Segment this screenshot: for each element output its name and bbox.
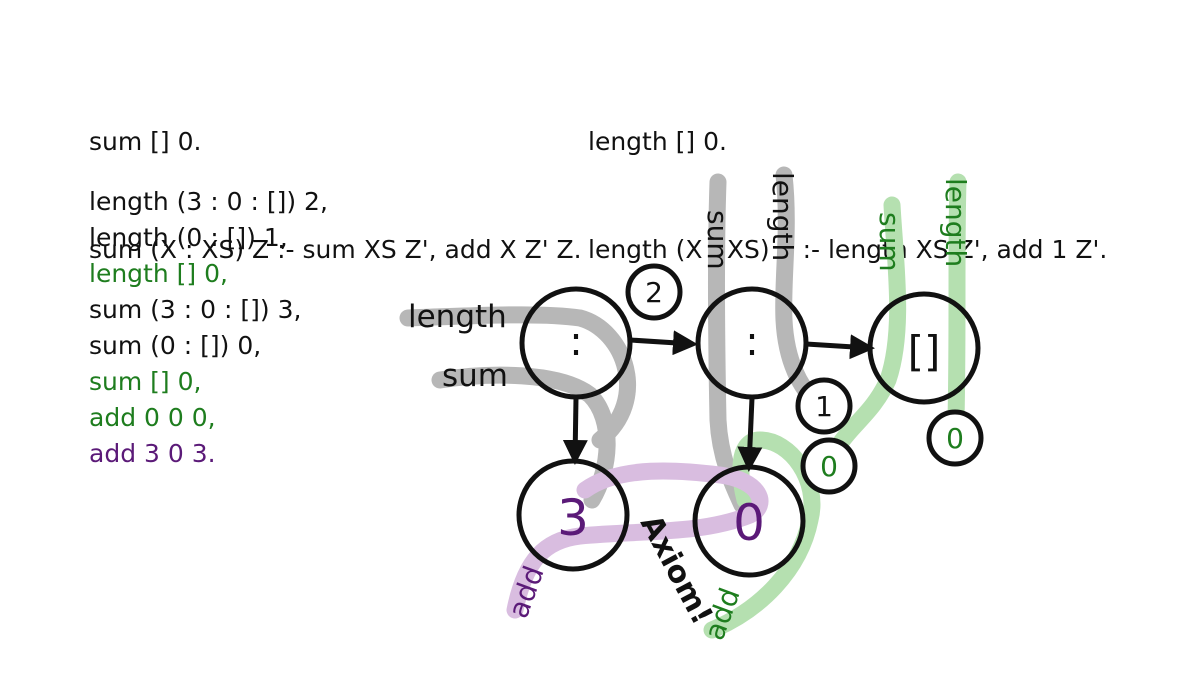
arrow-cons1-to-head1: [562, 397, 588, 465]
length-inner-strand: [775, 166, 829, 414]
arrow-cons2-to-head2: [737, 397, 763, 472]
arrow-cons1-to-cons2: [629, 330, 698, 356]
derived-facts-list: length (3 : 0 : []) 2, length (0 : []) 1…: [89, 184, 328, 472]
sum-rules: sum [] 0. sum (X : XS) Z :- sum XS Z', a…: [89, 52, 582, 304]
cons-node-1-label: :: [569, 319, 582, 365]
head-node-0-label: 0: [733, 494, 765, 552]
head-node-3-label: 3: [557, 489, 589, 547]
fact-item: add 0 0 0,: [89, 403, 216, 432]
head-node-0: [692, 464, 806, 578]
badge-length-inner: [795, 377, 853, 435]
sum-nil-strand: [821, 196, 907, 474]
fact-item: length (3 : 0 : []) 2,: [89, 187, 328, 216]
length-rule-base: length [] 0.: [588, 127, 727, 156]
length-outer-label: length: [408, 299, 507, 335]
fact-item: sum [] 0,: [89, 367, 202, 396]
length-inner-label: length: [766, 172, 799, 261]
fact-item: sum (0 : []) 0,: [89, 331, 262, 360]
cons-node-2: [695, 286, 809, 400]
badge-sum-inner-label: 0: [820, 450, 838, 483]
sum-inner-label: sum: [701, 210, 734, 270]
add-purple-strand: [506, 462, 769, 619]
sum-rule-step: sum (X : XS) Z :- sum XS Z', add X Z' Z.: [89, 235, 582, 264]
fact-item: length (0 : []) 1,: [89, 223, 288, 252]
sum-nil-label: sum: [873, 212, 906, 272]
cons-node-2-label: :: [745, 319, 758, 365]
add-purple-label: add: [502, 562, 551, 623]
length-nil-strand: [947, 173, 967, 429]
fact-item: length [] 0,: [89, 259, 228, 288]
badge-length-nil: [926, 409, 984, 467]
nil-node-label: []: [908, 327, 941, 376]
badge-length-outer: [625, 263, 683, 321]
badge-length-outer-label: 2: [645, 276, 663, 309]
badge-length-nil-label: 0: [946, 422, 964, 455]
arrow-cons2-to-nil: [805, 334, 875, 360]
length-outer-strand: [399, 306, 636, 449]
fact-item: sum (3 : 0 : []) 3,: [89, 295, 302, 324]
nil-node: [867, 291, 981, 405]
fact-item: add 3 0 3.: [89, 439, 216, 468]
sum-outer-label: sum: [442, 358, 508, 394]
cons-node-1: [519, 286, 633, 400]
sum-rule-base: sum [] 0.: [89, 127, 202, 156]
head-node-3: [516, 458, 630, 572]
length-nil-label: length: [939, 178, 972, 267]
badge-length-inner-label: 1: [815, 390, 833, 423]
badge-sum-inner: [800, 437, 858, 495]
